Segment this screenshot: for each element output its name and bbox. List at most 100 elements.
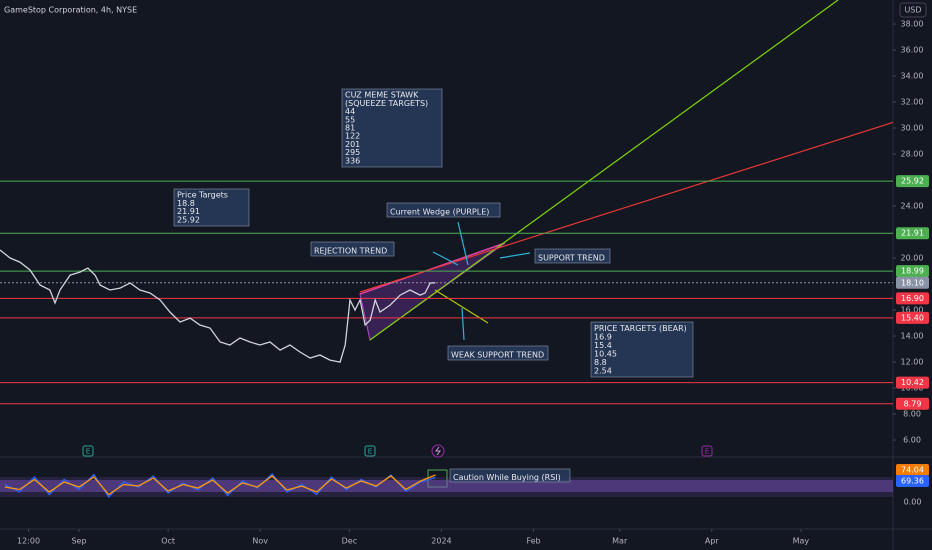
price-level-label: 10.42 bbox=[901, 378, 924, 387]
note-text: 10.45 bbox=[594, 349, 617, 358]
note-text: Price Targets bbox=[177, 191, 228, 200]
note-text: SUPPORT TREND bbox=[538, 254, 605, 263]
y-tick-label: 12.00 bbox=[901, 358, 924, 367]
price-level-badge bbox=[896, 265, 929, 278]
price-level-badge bbox=[896, 227, 929, 240]
earnings-label: E bbox=[705, 448, 709, 456]
x-tick-label: Sep bbox=[71, 537, 86, 546]
levels: 25.92 21.91 18.99 18.10 16.90 15.40 10.42 8.79 bbox=[0, 175, 929, 410]
rsi-label: 69.36 bbox=[901, 477, 924, 486]
note: Caution While Buying (RSI) bbox=[449, 468, 571, 483]
note: WEAK SUPPORT TREND bbox=[447, 345, 549, 361]
note: CUZ MEME STAWK(SQUEEZE TARGETS)445581122… bbox=[341, 88, 443, 168]
currency-button[interactable] bbox=[899, 2, 927, 18]
price-level-badge bbox=[896, 175, 929, 188]
note-text: 201 bbox=[345, 140, 360, 149]
x-tick-label: Mar bbox=[612, 537, 628, 546]
rsi-label: 74.04 bbox=[901, 466, 924, 475]
earnings-icon[interactable] bbox=[701, 445, 713, 457]
split-icon[interactable] bbox=[431, 444, 445, 458]
y-tick-label: 32.00 bbox=[901, 98, 924, 107]
price-level-label: 16.90 bbox=[901, 294, 924, 303]
note-text: 15.4 bbox=[594, 341, 612, 350]
note: Current Wedge (PURPLE) bbox=[386, 202, 501, 218]
y-tick-label: 36.00 bbox=[901, 46, 924, 55]
x-tick-label: Oct bbox=[161, 537, 175, 546]
price-level-label: 25.92 bbox=[901, 177, 924, 186]
price-level-label: 18.99 bbox=[901, 267, 924, 276]
note-text: 55 bbox=[345, 115, 355, 124]
earnings-label: E bbox=[86, 448, 90, 456]
note-box bbox=[341, 88, 443, 168]
y-tick-label: 24.00 bbox=[901, 202, 924, 211]
rsi-line bbox=[4, 474, 436, 496]
y-tick-label: 16.00 bbox=[901, 306, 924, 315]
y-tick-label: 34.00 bbox=[901, 72, 924, 81]
x-tick-label: Dec bbox=[342, 537, 357, 546]
x-tick-label: Nov bbox=[252, 537, 268, 546]
note-text: REJECTION TREND bbox=[314, 247, 387, 256]
x-tick-label: 12:00 bbox=[17, 537, 40, 546]
note-text: 8.8 bbox=[594, 358, 607, 367]
note: SUPPORT TREND bbox=[534, 248, 611, 264]
note-text: CUZ MEME STAWK bbox=[345, 91, 419, 100]
note-box bbox=[386, 202, 501, 218]
rsi-badge bbox=[896, 464, 929, 476]
note-text: Caution While Buying (RSI) bbox=[453, 473, 561, 482]
chart-title: GameStop Corporation, 4h, NYSE bbox=[4, 6, 137, 15]
note-text: WEAK SUPPORT TREND bbox=[451, 351, 544, 360]
note-box bbox=[449, 468, 571, 483]
rsi-label: 0.00 bbox=[904, 498, 922, 507]
note-box bbox=[310, 241, 395, 257]
note-box bbox=[173, 188, 250, 227]
price-level-badge bbox=[896, 276, 929, 289]
note-text: Current Wedge (PURPLE) bbox=[390, 208, 489, 217]
x-tick-label: 2024 bbox=[431, 537, 451, 546]
support-trend bbox=[369, 0, 839, 341]
note-text: 81 bbox=[345, 124, 355, 133]
y-tick-label: 20.00 bbox=[901, 254, 924, 263]
note-text: 44 bbox=[345, 107, 355, 116]
price-level-badge bbox=[896, 376, 929, 389]
note-box bbox=[447, 345, 549, 361]
earnings-icon[interactable] bbox=[82, 445, 94, 457]
price-level-label: 21.91 bbox=[901, 229, 924, 238]
rsi-band bbox=[0, 477, 893, 497]
split-bolt bbox=[435, 446, 441, 456]
y-tick-label: 14.00 bbox=[901, 332, 924, 341]
y-tick-label: 6.00 bbox=[903, 436, 921, 445]
note-text: 295 bbox=[345, 148, 360, 157]
price-level-label: 18.10 bbox=[901, 278, 924, 287]
note: REJECTION TREND bbox=[310, 241, 395, 257]
note-box bbox=[534, 248, 611, 264]
note-text: 2.54 bbox=[594, 366, 612, 375]
drawings bbox=[359, 0, 893, 341]
price-level-badge bbox=[896, 397, 929, 410]
earnings-label: E bbox=[368, 448, 372, 456]
note-text: 16.9 bbox=[594, 332, 612, 341]
note-text: 18.8 bbox=[177, 199, 195, 208]
x-tick-label: Feb bbox=[526, 537, 540, 546]
note-text: 336 bbox=[345, 156, 360, 165]
price-level-label: 8.79 bbox=[904, 399, 922, 408]
y-tick-label: 8.00 bbox=[903, 410, 921, 419]
note: PRICE TARGETS (BEAR)16.915.410.458.82.54 bbox=[590, 321, 694, 378]
x-tick-label: Apr bbox=[705, 537, 720, 546]
note-text: 21.91 bbox=[177, 207, 200, 216]
price-level-label: 15.40 bbox=[901, 313, 924, 322]
red-trend bbox=[359, 121, 893, 293]
y-tick-label: 30.00 bbox=[901, 124, 924, 133]
note-text: 122 bbox=[345, 132, 360, 141]
note-text: (SQUEEZE TARGETS) bbox=[345, 99, 428, 108]
price-level-badge bbox=[896, 292, 929, 305]
note-box bbox=[590, 321, 694, 378]
earnings-icon[interactable] bbox=[364, 445, 376, 457]
y-axis-label: USD bbox=[904, 6, 921, 15]
note-text: PRICE TARGETS (BEAR) bbox=[594, 324, 687, 333]
x-tick-label: May bbox=[793, 537, 810, 546]
rsi-badge bbox=[896, 475, 929, 487]
price-line bbox=[0, 249, 436, 363]
